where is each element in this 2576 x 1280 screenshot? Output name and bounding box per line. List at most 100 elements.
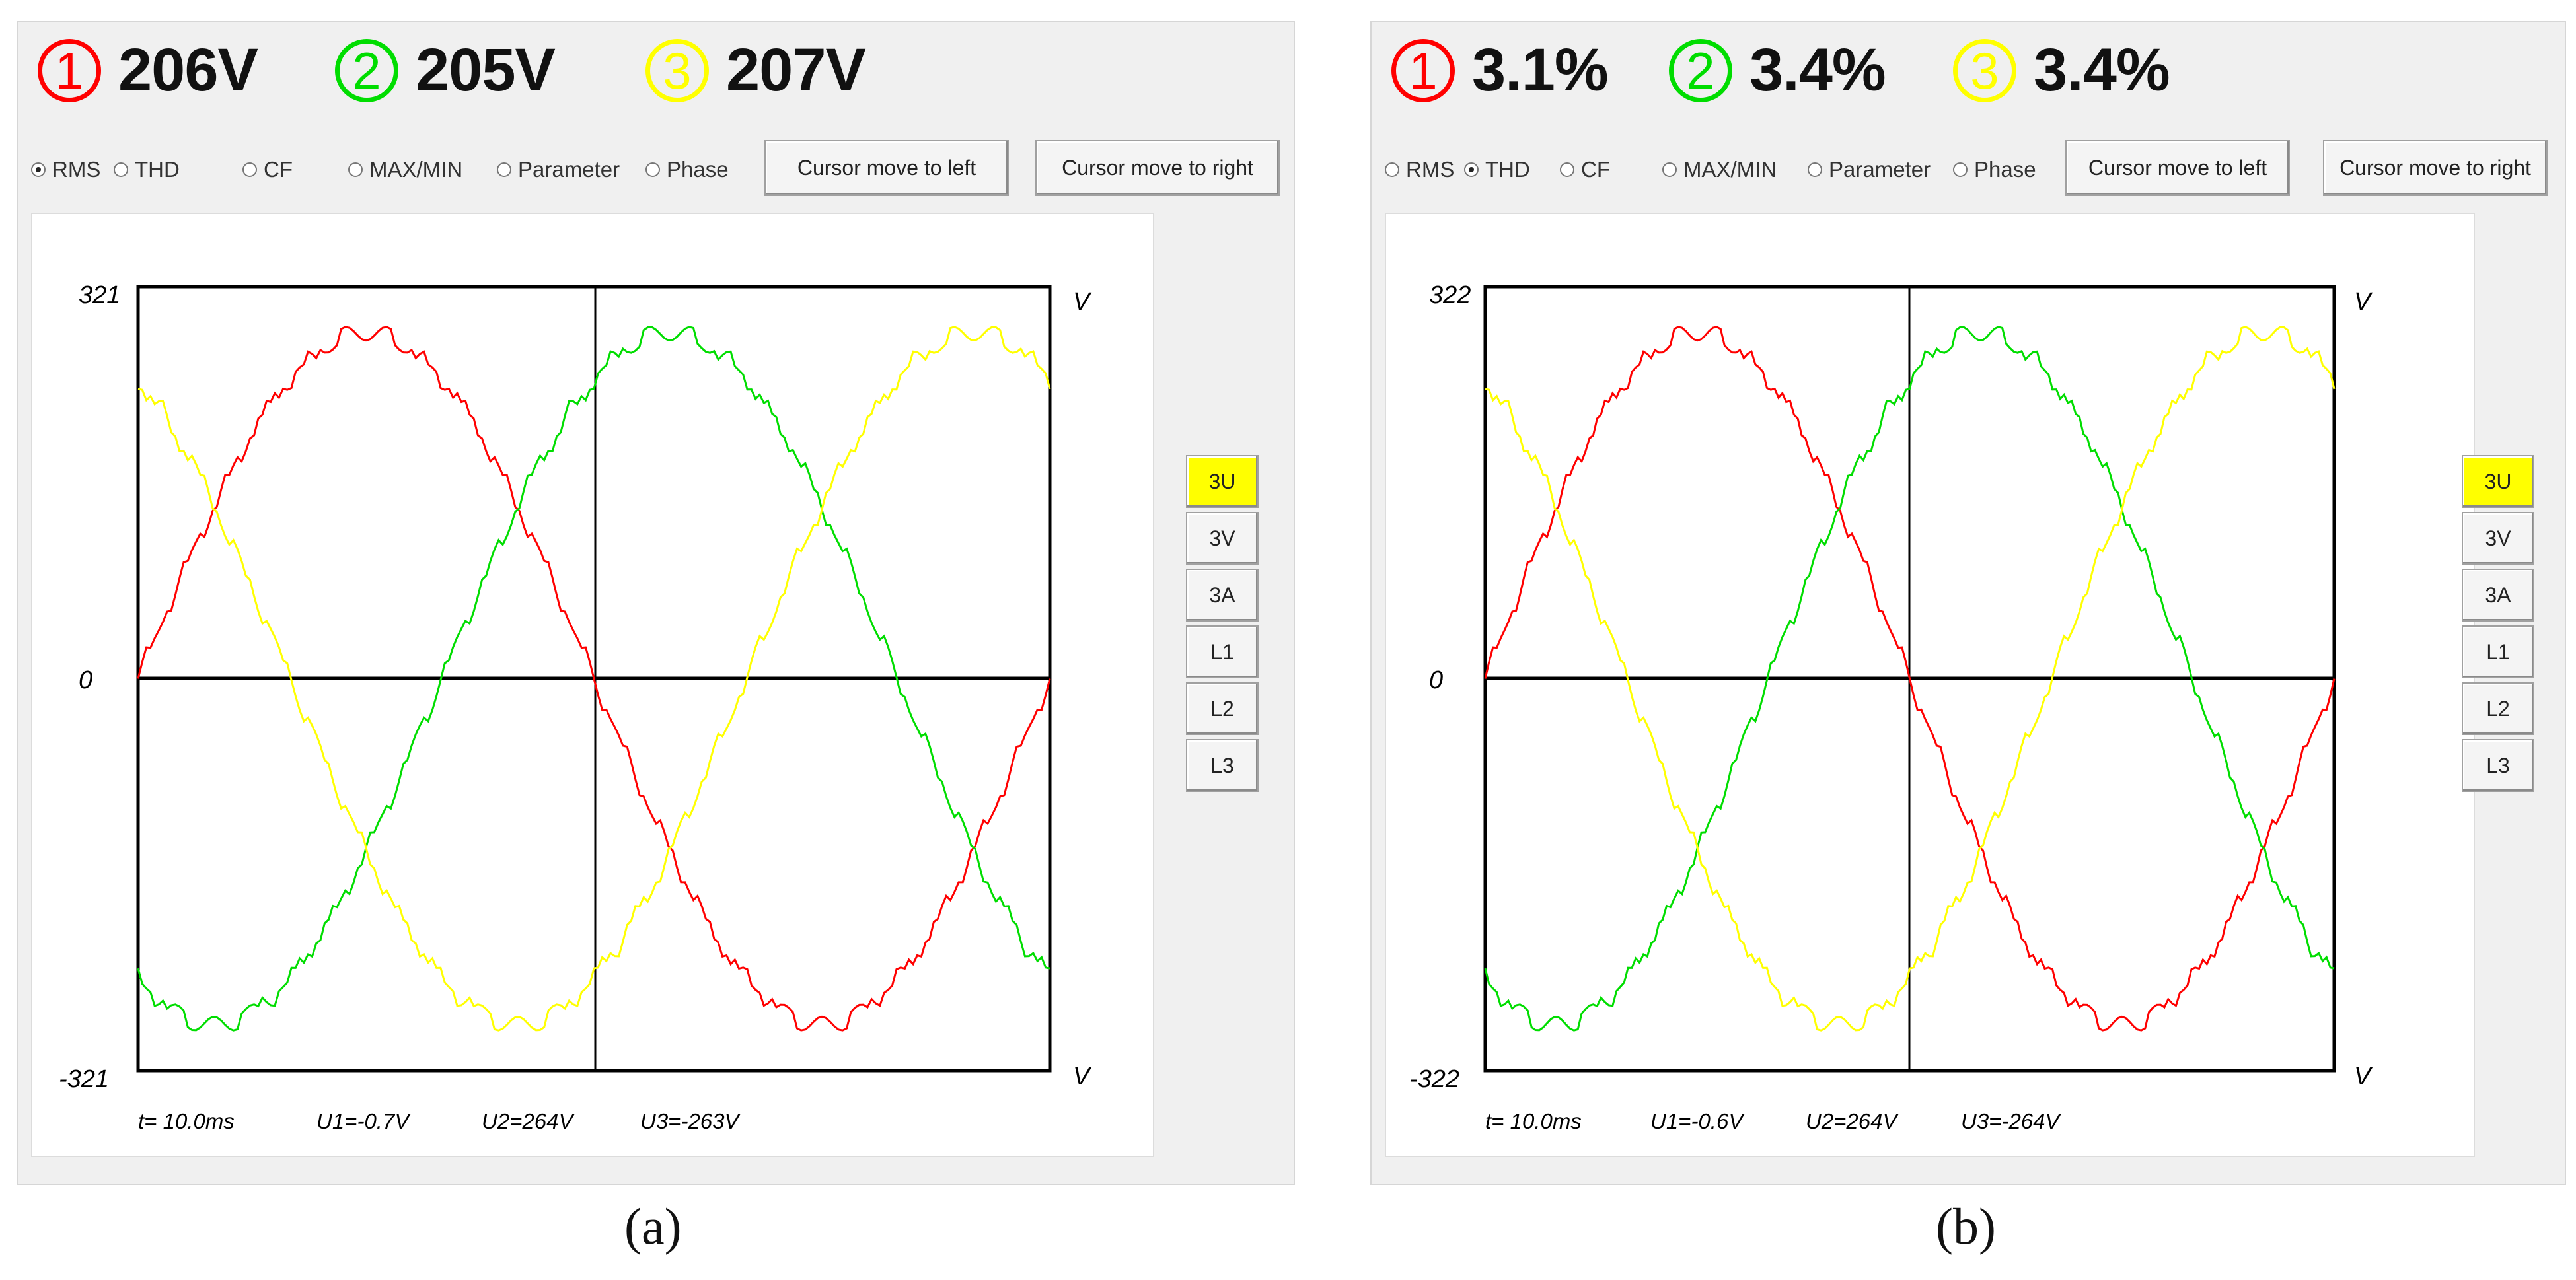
radio-parameter[interactable]: Parameter bbox=[497, 157, 620, 182]
phase-3-badge: 3 bbox=[1953, 38, 2016, 102]
caption-a: (a) bbox=[624, 1197, 682, 1255]
channel-button-3a[interactable]: 3A bbox=[2462, 569, 2534, 622]
unit-bottom-label: V bbox=[1073, 1063, 1092, 1090]
radio-label: THD bbox=[135, 157, 180, 182]
radio-phase[interactable]: Phase bbox=[1953, 157, 2036, 182]
channel-buttons: 3U 3V 3A L1 L2 L3 bbox=[1186, 455, 1259, 796]
caption-b: (b) bbox=[1936, 1197, 1996, 1255]
channel-button-3u[interactable]: 3U bbox=[2462, 455, 2534, 508]
phase-3-value: 3.4% bbox=[2034, 36, 2170, 104]
cursor-left-button[interactable]: Cursor move to left bbox=[764, 140, 1009, 196]
phase-2-value: 3.4% bbox=[1749, 36, 1886, 104]
channel-button-l1[interactable]: L1 bbox=[1186, 625, 1259, 678]
y-bottom-label: -321 bbox=[59, 1065, 109, 1093]
radio-thd[interactable]: THD bbox=[114, 157, 180, 182]
channel-button-3v[interactable]: 3V bbox=[1186, 512, 1259, 565]
channel-buttons: 3U 3V 3A L1 L2 L3 bbox=[2462, 455, 2534, 796]
radio-label: Phase bbox=[667, 157, 729, 182]
radio-dot[interactable] bbox=[1662, 162, 1677, 177]
phase-3-reading: 3 207V bbox=[645, 36, 866, 105]
phase-1-badge: 1 bbox=[1391, 38, 1455, 102]
cursor-left-button[interactable]: Cursor move to left bbox=[2065, 140, 2290, 196]
mode-controls: RMS THD CF MAX/MIN Parameter Phase Curso… bbox=[31, 133, 1280, 206]
radio-maxmin[interactable]: MAX/MIN bbox=[348, 157, 462, 182]
unit-bottom-label: V bbox=[2354, 1063, 2373, 1090]
status-u3: U3=-264V bbox=[1961, 1109, 2062, 1133]
radio-rms[interactable]: RMS bbox=[31, 157, 100, 182]
radio-phase[interactable]: Phase bbox=[645, 157, 729, 182]
y-top-label: 322 bbox=[1429, 281, 1471, 309]
radio-dot[interactable] bbox=[645, 162, 660, 177]
unit-top-label: V bbox=[2354, 288, 2373, 316]
y-top-label: 321 bbox=[79, 281, 120, 309]
waveform-chart: 321 0 -321 V V t= 10.0ms U1=-0.7V U2=264… bbox=[59, 281, 1092, 1133]
radio-dot[interactable] bbox=[31, 162, 46, 177]
radio-dot[interactable] bbox=[1808, 162, 1822, 177]
phase-1-waveform bbox=[1484, 326, 2336, 1032]
radio-dot[interactable] bbox=[1385, 162, 1399, 177]
cursor-right-button[interactable]: Cursor move to right bbox=[2323, 140, 2548, 196]
phase-2-reading: 2 205V bbox=[335, 36, 556, 105]
channel-button-l3[interactable]: L3 bbox=[1186, 739, 1259, 792]
waveform-plot-area: 321 0 -321 V V t= 10.0ms U1=-0.7V U2=264… bbox=[31, 213, 1154, 1157]
phase-2-badge: 2 bbox=[1669, 38, 1732, 102]
phase-2-value: 205V bbox=[416, 36, 556, 104]
waveform-chart: 322 0 -322 V V t= 10.0ms U1=-0.6V U2=264… bbox=[1409, 281, 2373, 1133]
channel-button-l2[interactable]: L2 bbox=[1186, 682, 1259, 735]
phase-1-reading: 1 3.1% bbox=[1391, 36, 1609, 105]
radio-label: MAX/MIN bbox=[369, 157, 463, 182]
radio-label: Phase bbox=[1974, 157, 2036, 182]
analyzer-panel-a: 1 206V 2 205V 3 207V RMS THD CF MAX/MIN … bbox=[17, 21, 1295, 1185]
status-u3: U3=-263V bbox=[640, 1109, 741, 1133]
y-zero-label: 0 bbox=[79, 666, 92, 694]
radio-label: RMS bbox=[52, 157, 101, 182]
radio-cf[interactable]: CF bbox=[1560, 157, 1610, 182]
radio-dot[interactable] bbox=[1560, 162, 1574, 177]
mode-controls: RMS THD CF MAX/MIN Parameter Phase Curso… bbox=[1385, 133, 2561, 206]
status-u2: U2=264V bbox=[482, 1109, 575, 1133]
radio-label: THD bbox=[1485, 157, 1530, 182]
radio-dot[interactable] bbox=[1464, 162, 1479, 177]
radio-dot[interactable] bbox=[1953, 162, 1968, 177]
phase-3-value: 207V bbox=[726, 36, 866, 104]
phase-1-value: 206V bbox=[118, 36, 258, 104]
radio-parameter[interactable]: Parameter bbox=[1808, 157, 1931, 182]
unit-top-label: V bbox=[1073, 288, 1092, 316]
radio-label: Parameter bbox=[1829, 157, 1931, 182]
radio-label: RMS bbox=[1406, 157, 1455, 182]
radio-thd[interactable]: THD bbox=[1464, 157, 1530, 182]
phase-2-waveform bbox=[137, 326, 1050, 1032]
status-u1: U1=-0.6V bbox=[1650, 1109, 1745, 1133]
analyzer-panel-b: 1 3.1% 2 3.4% 3 3.4% RMS THD CF MAX/MIN … bbox=[1370, 21, 2566, 1185]
radio-rms[interactable]: RMS bbox=[1385, 157, 1454, 182]
channel-button-3u[interactable]: 3U bbox=[1186, 455, 1259, 508]
radio-dot[interactable] bbox=[497, 162, 511, 177]
channel-button-l1[interactable]: L1 bbox=[2462, 625, 2534, 678]
waveform-plot-area: 322 0 -322 V V t= 10.0ms U1=-0.6V U2=264… bbox=[1385, 213, 2475, 1157]
radio-maxmin[interactable]: MAX/MIN bbox=[1662, 157, 1777, 182]
phase-2-badge: 2 bbox=[335, 38, 398, 102]
y-bottom-label: -322 bbox=[1409, 1065, 1459, 1093]
status-time: t= 10.0ms bbox=[138, 1109, 235, 1133]
radio-dot[interactable] bbox=[242, 162, 257, 177]
phase-1-value: 3.1% bbox=[1472, 36, 1609, 104]
status-u2: U2=264V bbox=[1806, 1109, 1899, 1133]
cursor-right-button[interactable]: Cursor move to right bbox=[1035, 140, 1280, 196]
status-u1: U1=-0.7V bbox=[316, 1109, 411, 1133]
radio-dot[interactable] bbox=[114, 162, 128, 177]
radio-label: CF bbox=[1581, 157, 1610, 182]
channel-button-3v[interactable]: 3V bbox=[2462, 512, 2534, 565]
phase-3-badge: 3 bbox=[645, 38, 709, 102]
radio-dot[interactable] bbox=[348, 162, 363, 177]
phase-1-badge: 1 bbox=[38, 38, 101, 102]
phase-2-reading: 2 3.4% bbox=[1669, 36, 1886, 105]
phase-3-reading: 3 3.4% bbox=[1953, 36, 2170, 105]
radio-label: Parameter bbox=[518, 157, 620, 182]
channel-button-l3[interactable]: L3 bbox=[2462, 739, 2534, 792]
channel-button-3a[interactable]: 3A bbox=[1186, 569, 1259, 622]
phase-1-waveform bbox=[137, 326, 1051, 1032]
radio-cf[interactable]: CF bbox=[242, 157, 293, 182]
y-zero-label: 0 bbox=[1429, 666, 1443, 694]
channel-button-l2[interactable]: L2 bbox=[2462, 682, 2534, 735]
phase-2-waveform bbox=[1484, 326, 2335, 1032]
